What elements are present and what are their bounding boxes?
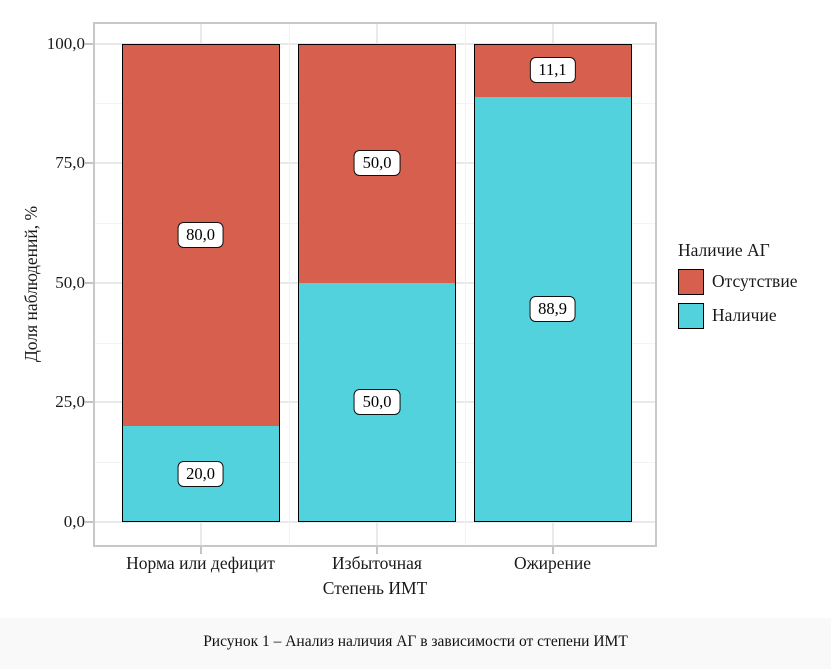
- caption-area: Рисунок 1 – Анализ наличия АГ в зависимо…: [0, 618, 831, 669]
- gridline-minor: [464, 24, 466, 545]
- bar-value-label: 11,1: [529, 57, 576, 84]
- legend-title: Наличие АГ: [678, 240, 770, 260]
- x-tick-label: Норма или дефицит: [126, 553, 275, 573]
- legend-item-label: Отсутствие: [712, 271, 798, 291]
- bar-value-label: 88,9: [529, 296, 576, 323]
- x-axis-tick: [199, 547, 202, 554]
- y-tick-label: 75,0: [55, 153, 85, 173]
- y-axis-tick: [85, 162, 93, 165]
- gridline-minor: [288, 24, 290, 545]
- x-axis-tick: [551, 547, 554, 554]
- legend-item-label: Наличие: [712, 305, 777, 325]
- y-axis-tick: [85, 42, 93, 45]
- y-axis-title: Доля наблюдений, %: [21, 205, 41, 363]
- y-tick-label: 100,0: [46, 33, 85, 53]
- bar-value-label: 50,0: [353, 389, 401, 416]
- bar-value-label: 50,0: [353, 150, 401, 177]
- y-tick-label: 50,0: [55, 272, 85, 292]
- figure-image: 0,0 25,0 50,0 75,0 100,0 Норма или дефицит Изб…: [21, 22, 798, 598]
- legend-item-presence: Наличие: [678, 302, 797, 329]
- stacked-bar-chart: 0,0 25,0 50,0 75,0 100,0 Норма или дефицит Изб…: [21, 22, 797, 598]
- legend-swatch-presence-icon: [678, 302, 704, 329]
- bar-value-label: 80,0: [177, 221, 224, 248]
- x-tick-label: Ожирение: [513, 553, 592, 573]
- y-axis-tick: [85, 401, 93, 404]
- legend-swatch-absence-icon: [678, 268, 704, 295]
- x-tick-label: Избыточная: [332, 553, 422, 573]
- x-axis-title: Степень ИМТ: [322, 578, 428, 598]
- y-axis-tick: [85, 281, 93, 284]
- y-axis-tick: [85, 521, 93, 523]
- x-axis-tick: [376, 547, 378, 554]
- legend: Наличие АГ Отсутствие Наличие: [678, 239, 797, 336]
- y-tick-label: 25,0: [55, 392, 85, 412]
- legend-item-absence: Отсутствие: [678, 268, 797, 295]
- bar-value-label: 20,0: [177, 461, 224, 488]
- figure-caption: Рисунок 1 – Анализ наличия АГ в зависимо…: [203, 633, 628, 650]
- gridline-major: [95, 521, 655, 523]
- y-tick-label: 0,0: [63, 512, 85, 531]
